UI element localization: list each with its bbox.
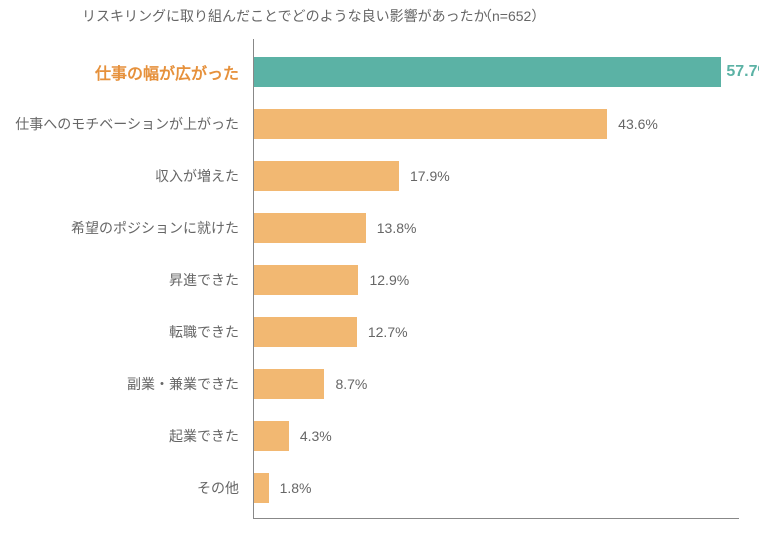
chart-sample-size: （n=652） xyxy=(478,6,545,26)
value-label: 12.9% xyxy=(369,265,409,295)
bar xyxy=(254,369,324,399)
chart-container: リスキリングに取り組んだことでどのような良い影響があったか （n=652） 仕事… xyxy=(0,0,759,534)
bar xyxy=(254,161,399,191)
bar xyxy=(254,57,721,87)
chart-title: リスキリングに取り組んだことでどのような良い影響があったか xyxy=(82,6,488,26)
value-label: 13.8% xyxy=(377,213,417,243)
value-label: 8.7% xyxy=(335,369,367,399)
category-label: 転職できた xyxy=(169,317,239,347)
bar xyxy=(254,473,269,503)
category-label: 起業できた xyxy=(169,421,239,451)
value-label: 1.8% xyxy=(280,473,312,503)
value-label: 12.7% xyxy=(368,317,408,347)
bar xyxy=(254,213,366,243)
value-label: 43.6% xyxy=(618,109,658,139)
category-label: 副業・兼業できた xyxy=(127,369,239,399)
bar xyxy=(254,421,289,451)
bar xyxy=(254,265,358,295)
category-label: 希望のポジションに就けた xyxy=(71,213,239,243)
plot-area: 仕事の幅が広がった57.7%仕事へのモチベーションが上がった43.6%収入が増え… xyxy=(253,39,739,519)
value-label: 4.3% xyxy=(300,421,332,451)
category-label: 昇進できた xyxy=(169,265,239,295)
category-label: 収入が増えた xyxy=(155,161,239,191)
value-label: 57.7% xyxy=(726,57,759,87)
value-label: 17.9% xyxy=(410,161,450,191)
category-label: 仕事へのモチベーションが上がった xyxy=(15,109,239,139)
x-axis xyxy=(253,518,739,519)
bar xyxy=(254,109,607,139)
category-label: 仕事の幅が広がった xyxy=(95,57,239,87)
category-label: その他 xyxy=(197,473,239,503)
bar xyxy=(254,317,357,347)
